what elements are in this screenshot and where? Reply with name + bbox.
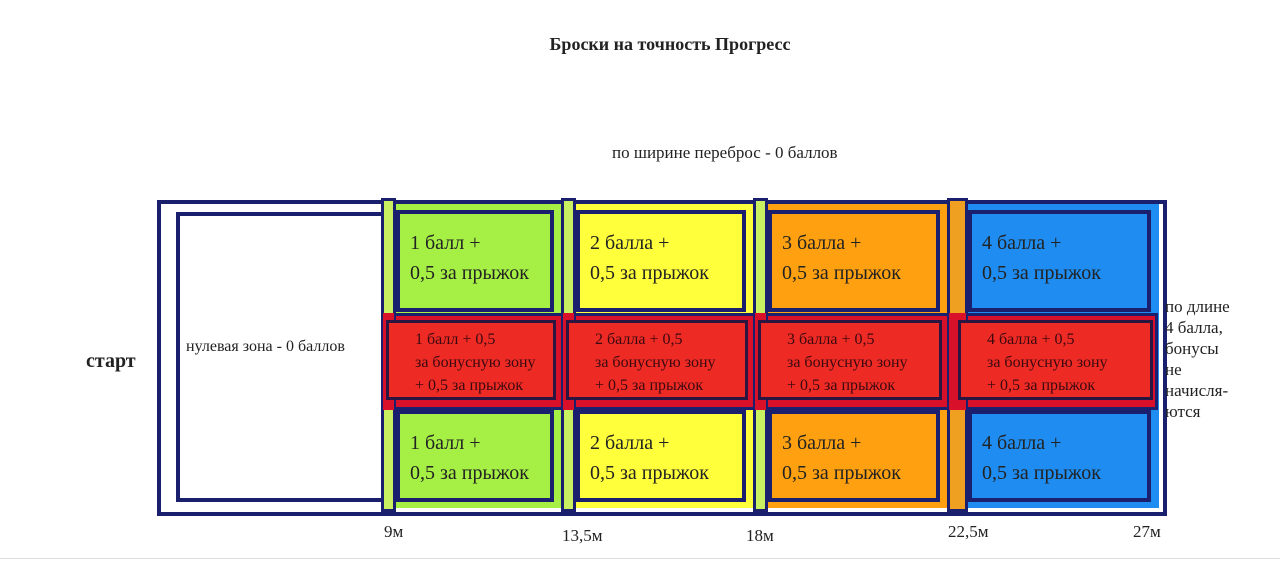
distance-mark: 9м (384, 522, 404, 541)
length-note-line: бонусы (1165, 339, 1219, 358)
zone-bottom-cell: 3 балла + 0,5 за прыжок (768, 410, 940, 502)
zero-zone-label: нулевая зона - 0 баллов (186, 338, 345, 355)
zone-top-cell: 1 балл + 0,5 за прыжок (396, 210, 554, 312)
zone-text-line: 3 балла + (782, 432, 862, 454)
distance-mark: 18м (746, 526, 774, 545)
bonus-zone-cell: 2 балла + 0,5 за бонусную зону + 0,5 за пр… (566, 320, 748, 400)
length-note-line: 4 балла, (1165, 318, 1223, 337)
bonus-zone-cell: 3 балла + 0,5 за бонусную зону + 0,5 за пр… (758, 320, 942, 400)
zone-text-line: + 0,5 за прыжок (987, 377, 1096, 394)
length-note-line: не (1165, 360, 1182, 379)
zone-text-line: 4 балла + 0,5 (987, 331, 1075, 348)
length-note-line: по длине (1165, 297, 1230, 316)
zone-text-line: 0,5 за прыжок (782, 262, 901, 284)
zone-text-line: 2 балла + (590, 432, 670, 454)
zone-text-line: 1 балл + (410, 232, 481, 254)
zone-bottom-cell: 4 балла + 0,5 за прыжок (968, 410, 1151, 502)
bonus-zone-cell: 1 балл + 0,5 за бонусную зону + 0,5 за пры… (386, 320, 556, 400)
zero-zone: нулевая зона - 0 баллов (176, 212, 386, 502)
zone-text-line: 3 балла + (782, 232, 862, 254)
zone-text-line: за бонусную зону (415, 354, 536, 371)
zone-text-line: 4 балла + (982, 432, 1062, 454)
zone-text-line: + 0,5 за прыжок (415, 377, 524, 394)
zone-text-line: 0,5 за прыжок (590, 462, 709, 484)
zone-text-line: 0,5 за прыжок (590, 262, 709, 284)
zone-text-line: 0,5 за прыжок (782, 462, 901, 484)
zone-text-line: + 0,5 за прыжок (595, 377, 704, 394)
zone-text-line: 2 балла + 0,5 (595, 331, 683, 348)
zone-text-line: 0,5 за прыжок (410, 462, 529, 484)
length-note-line: ются (1165, 402, 1201, 421)
zone-bottom-cell: 1 балл + 0,5 за прыжок (396, 410, 554, 502)
divider (0, 558, 1280, 559)
zone-text-line: 2 балла + (590, 232, 670, 254)
distance-mark: 22,5м (948, 522, 989, 541)
zone-text-line: за бонусную зону (595, 354, 716, 371)
zone-text-line: 0,5 за прыжок (982, 262, 1101, 284)
zone-text-line: + 0,5 за прыжок (787, 377, 896, 394)
distance-mark: 27м (1133, 522, 1161, 541)
length-note-line: начисля- (1165, 381, 1229, 400)
zone-text-line: 1 балл + 0,5 (415, 331, 496, 348)
zone-text-line: 3 балла + 0,5 (787, 331, 875, 348)
diagram-title: Броски на точность Прогресс (549, 34, 791, 54)
zone-text-line: за бонусную зону (987, 354, 1108, 371)
zone-text-line: 4 балла + (982, 232, 1062, 254)
zone-text-line: за бонусную зону (787, 354, 908, 371)
zone-text-line: 0,5 за прыжок (982, 462, 1101, 484)
zone-bottom-cell: 2 балла + 0,5 за прыжок (576, 410, 746, 502)
zone-top-cell: 3 балла + 0,5 за прыжок (768, 210, 940, 312)
bonus-zone-cell: 4 балла + 0,5 за бонусную зону + 0,5 за пр… (958, 320, 1153, 400)
length-note: по длине 4 балла, бонусы не начисля- ютс… (1165, 296, 1280, 422)
zone-text-line: 1 балл + (410, 432, 481, 454)
distance-mark: 13,5м (562, 526, 603, 545)
width-note: по ширине переброс - 0 баллов (612, 143, 838, 162)
zone-top-cell: 2 балла + 0,5 за прыжок (576, 210, 746, 312)
start-label: старт (86, 350, 136, 372)
zone-top-cell: 4 балла + 0,5 за прыжок (968, 210, 1151, 312)
zone-text-line: 0,5 за прыжок (410, 262, 529, 284)
